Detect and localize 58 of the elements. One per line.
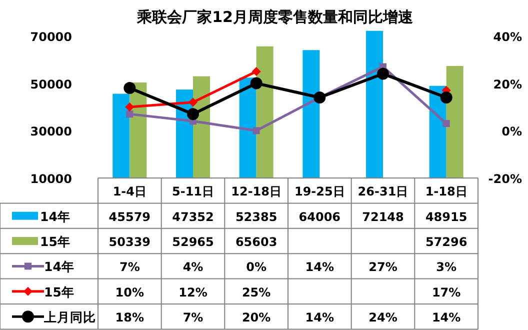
data-label: 0% xyxy=(246,260,267,274)
point xyxy=(377,68,389,80)
data-label: 57296 xyxy=(425,235,468,249)
legend-label: 15年 xyxy=(40,234,70,249)
point xyxy=(314,91,326,104)
data-label: 24% xyxy=(368,310,398,325)
point xyxy=(124,82,136,94)
data-label: 3% xyxy=(436,260,457,274)
data-label: 48915 xyxy=(425,210,468,224)
point xyxy=(126,110,134,118)
data-label: 10% xyxy=(115,285,144,300)
y-tick-label: 10000 xyxy=(30,172,72,186)
y2-tick-label: 20% xyxy=(493,77,522,92)
point xyxy=(252,66,261,76)
legend-label: 15年 xyxy=(44,284,74,300)
y-tick-label: 30000 xyxy=(30,124,72,139)
point xyxy=(125,102,134,112)
point xyxy=(250,77,262,90)
x-tick-label: 19-25日 xyxy=(294,184,345,199)
data-label: 65603 xyxy=(235,235,278,249)
data-label: 7% xyxy=(119,260,140,274)
point xyxy=(252,127,260,134)
data-label: 14% xyxy=(305,310,334,325)
data-label: 27% xyxy=(368,260,398,274)
x-tick-label: 5-11日 xyxy=(172,184,214,199)
x-tick-label: 26-31日 xyxy=(358,184,408,199)
y-tick-label: 50000 xyxy=(30,77,72,92)
y2-tick-label: -20% xyxy=(488,172,522,186)
legend-label: 上月同比 xyxy=(43,310,96,325)
y2-tick-label: 40% xyxy=(493,30,522,44)
data-label: 64006 xyxy=(298,210,341,224)
data-label: 18% xyxy=(115,310,144,325)
data-label: 47352 xyxy=(172,210,214,224)
data-label: 52965 xyxy=(172,235,214,249)
data-label: 72148 xyxy=(362,210,404,224)
legend-label: 14年 xyxy=(44,259,74,274)
legend-label: 14年 xyxy=(40,208,70,224)
x-tick-label: 1-4日 xyxy=(112,184,147,199)
y-tick-label: 70000 xyxy=(30,30,72,44)
data-label: 4% xyxy=(182,260,204,274)
data-label: 14% xyxy=(432,310,461,325)
x-tick-label: 1-18日 xyxy=(425,184,468,199)
x-tick-label: 12-18日 xyxy=(231,184,282,199)
chart-title: 乘联会厂家12月周度零售数量和同比增速 xyxy=(136,8,414,26)
point xyxy=(440,91,452,104)
data-label: 25% xyxy=(242,285,271,300)
data-label: 17% xyxy=(432,285,461,300)
data-label: 52385 xyxy=(235,210,278,224)
data-label: 50339 xyxy=(108,235,151,249)
data-label: 20% xyxy=(242,310,271,325)
data-label: 14% xyxy=(305,260,334,274)
point xyxy=(442,120,450,128)
point xyxy=(187,108,199,120)
data-label: 45579 xyxy=(108,210,151,224)
data-label: 12% xyxy=(178,285,208,300)
y2-tick-label: 0% xyxy=(502,124,522,139)
point xyxy=(188,98,198,107)
data-label: 7% xyxy=(182,310,204,325)
